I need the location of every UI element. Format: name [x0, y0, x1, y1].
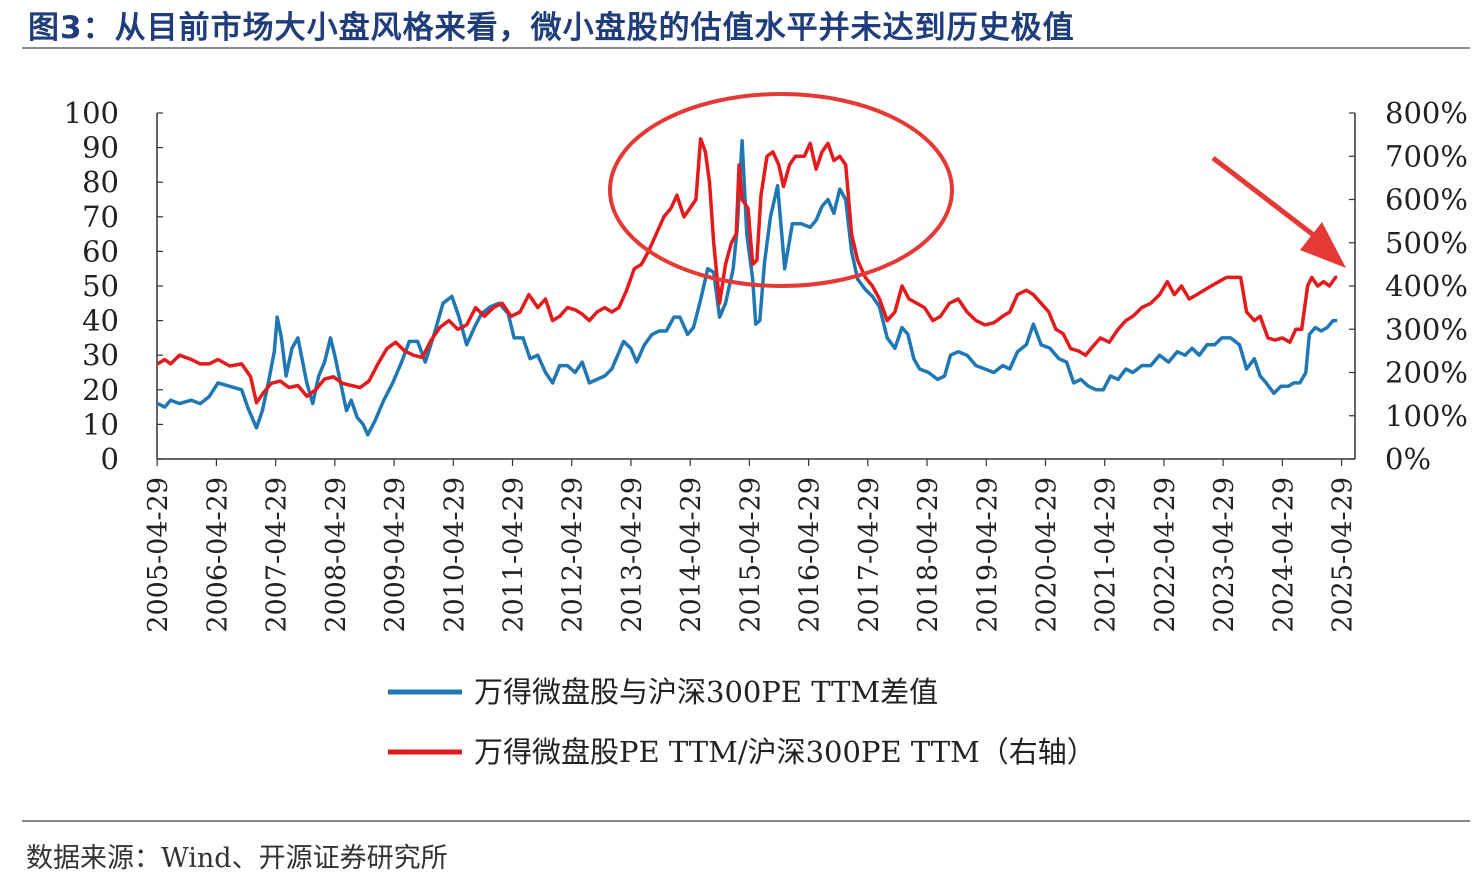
- ratio-series-line: [156, 137, 1338, 405]
- left-tick-label: 10: [82, 407, 119, 441]
- right-tick-label: 600%: [1385, 183, 1468, 217]
- right-tick-label: 200%: [1385, 356, 1468, 390]
- x-tick-label: 2006-04-29: [202, 477, 233, 633]
- left-tick-label: 0: [101, 442, 119, 476]
- right-tick-label: 800%: [1385, 96, 1468, 130]
- left-tick-label: 90: [82, 131, 119, 165]
- x-tick-label: 2014-04-29: [676, 477, 707, 633]
- x-tick-label: 2021-04-29: [1091, 477, 1122, 633]
- legend-label: 万得微盘股PE TTM/沪深300PE TTM（右轴）: [474, 735, 1096, 769]
- x-tick-label: 2025-04-29: [1328, 477, 1359, 633]
- left-tick-label: 30: [82, 338, 119, 372]
- x-tick-label: 2012-04-29: [558, 477, 589, 633]
- right-tick-label: 500%: [1385, 226, 1468, 260]
- highlight-arrow-head: [1300, 222, 1346, 268]
- left-tick-label: 40: [82, 304, 119, 338]
- x-tick-label: 2018-04-29: [913, 477, 944, 633]
- x-tick-label: 2022-04-29: [1150, 477, 1181, 633]
- highlight-arrow-shaft: [1211, 156, 1322, 242]
- left-tick-label: 60: [82, 234, 119, 268]
- x-tick-label: 2005-04-29: [143, 477, 174, 633]
- x-tick-label: 2010-04-29: [439, 477, 470, 633]
- highlight-ellipse: [608, 92, 954, 288]
- x-tick-label: 2020-04-29: [1031, 477, 1062, 633]
- legend-label: 万得微盘股与沪深300PE TTM差值: [474, 675, 938, 709]
- left-tick-label: 80: [82, 165, 119, 199]
- footer-divider: [22, 820, 1470, 822]
- x-tick-label: 2019-04-29: [972, 477, 1003, 633]
- left-tick-label: 50: [82, 269, 119, 303]
- page-title: 图3：从目前市场大小盘风格来看，微小盘股的估值水平并未达到历史极值: [28, 10, 1075, 46]
- x-tick-label: 2008-04-29: [321, 477, 352, 633]
- left-tick-label: 100: [64, 96, 119, 130]
- right-tick-label: 100%: [1385, 399, 1468, 433]
- left-tick-label: 20: [82, 373, 119, 407]
- x-tick-label: 2023-04-29: [1209, 477, 1240, 633]
- right-tick-label: 0%: [1385, 442, 1431, 476]
- source-note: 数据来源：Wind、开源证券研究所: [26, 843, 448, 874]
- x-tick-label: 2024-04-29: [1268, 477, 1299, 633]
- diff-series-line: [156, 138, 1338, 437]
- chart-annotations: [608, 92, 1346, 288]
- right-tick-label: 400%: [1385, 269, 1468, 303]
- right-tick-label: 300%: [1385, 312, 1468, 346]
- x-tick-label: 2009-04-29: [380, 477, 411, 633]
- right-tick-label: 700%: [1385, 139, 1468, 173]
- chart-series: [156, 137, 1338, 437]
- title-divider: [22, 47, 1470, 49]
- x-tick-label: 2007-04-29: [262, 477, 293, 633]
- x-tick-label: 2011-04-29: [499, 477, 530, 633]
- x-tick-label: 2017-04-29: [854, 477, 885, 633]
- x-tick-label: 2016-04-29: [795, 477, 826, 633]
- x-tick-label: 2015-04-29: [735, 477, 766, 633]
- left-tick-label: 70: [82, 200, 119, 234]
- x-tick-label: 2013-04-29: [617, 477, 648, 633]
